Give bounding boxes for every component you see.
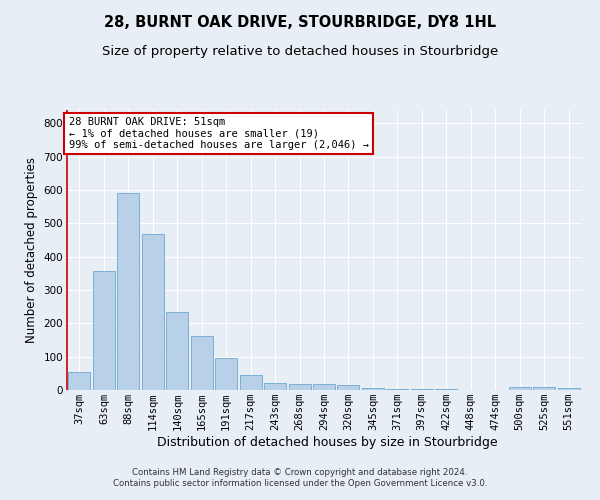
Bar	[68, 372, 91, 390]
Bar	[166, 312, 188, 390]
Bar	[533, 387, 555, 390]
Text: Size of property relative to detached houses in Stourbridge: Size of property relative to detached ho…	[102, 45, 498, 58]
Y-axis label: Number of detached properties: Number of detached properties	[25, 157, 38, 343]
Bar	[142, 234, 164, 390]
Bar	[557, 388, 580, 390]
Bar	[289, 384, 311, 390]
Bar	[239, 375, 262, 390]
Text: 28 BURNT OAK DRIVE: 51sqm
← 1% of detached houses are smaller (19)
99% of semi-d: 28 BURNT OAK DRIVE: 51sqm ← 1% of detach…	[68, 117, 368, 150]
Bar	[264, 384, 286, 390]
Bar	[509, 387, 530, 390]
Text: Contains HM Land Registry data © Crown copyright and database right 2024.
Contai: Contains HM Land Registry data © Crown c…	[113, 468, 487, 487]
Bar	[386, 388, 409, 390]
Text: Distribution of detached houses by size in Stourbridge: Distribution of detached houses by size …	[157, 436, 497, 449]
Bar	[337, 386, 359, 390]
Bar	[313, 384, 335, 390]
Text: 28, BURNT OAK DRIVE, STOURBRIDGE, DY8 1HL: 28, BURNT OAK DRIVE, STOURBRIDGE, DY8 1H…	[104, 15, 496, 30]
Bar	[118, 194, 139, 390]
Bar	[362, 388, 384, 390]
Bar	[215, 358, 237, 390]
Bar	[93, 271, 115, 390]
Bar	[191, 336, 213, 390]
